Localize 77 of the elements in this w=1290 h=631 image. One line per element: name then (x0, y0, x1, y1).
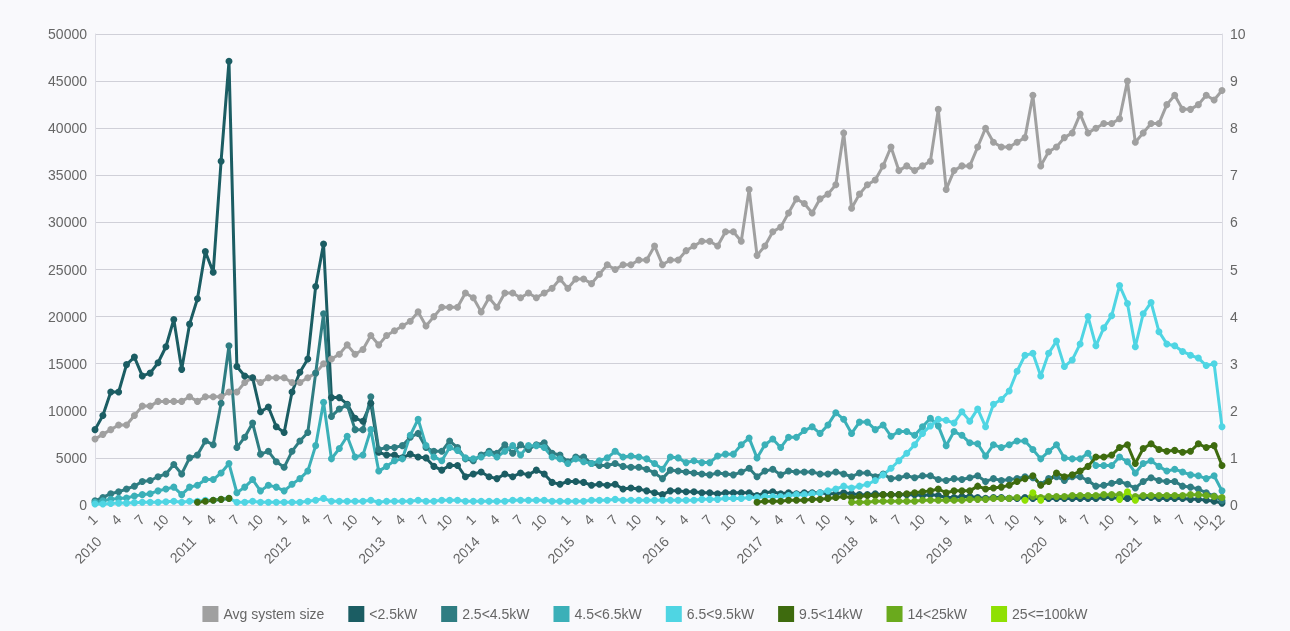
x-tick-label: 1 (83, 511, 101, 529)
y2-tick-label: 2 (1230, 402, 1238, 419)
x-tick-label: 10 (1095, 511, 1118, 534)
x-tick-label: 10 (716, 511, 740, 534)
x-tick-label: 7 (793, 511, 811, 529)
y-tick-label: 25000 (48, 261, 88, 278)
x-tick-label: 4 (107, 511, 125, 529)
x-tick-label: 4 (769, 511, 787, 529)
x-tick-label: 10 (905, 511, 929, 534)
legend-label: 25<=100kW (1012, 606, 1089, 622)
y-tick-label: 35000 (48, 167, 88, 184)
x-tick-label: 4 (391, 511, 409, 529)
x-tick-label: 10 (149, 511, 172, 534)
legend-label: Avg system size (223, 606, 325, 622)
x-tick-label: 7 (225, 511, 243, 529)
y-tick-label: 30000 (48, 214, 88, 231)
x-tick-label: 10 (811, 511, 834, 534)
y2-tick-label: 3 (1230, 355, 1238, 372)
x-tick-label: 7 (982, 511, 1000, 529)
x-tick-label: 1 (651, 511, 669, 529)
x-tick-label: 1 (367, 511, 385, 529)
x-tick-label: 7 (1076, 511, 1094, 529)
x-tick-label: 10 (1000, 511, 1023, 534)
y2-tick-label: 4 (1230, 308, 1238, 325)
y-tick-label: 0 (79, 497, 88, 513)
legend-label: 4.5<6.5kW (574, 606, 643, 622)
x-tick-label: 7 (320, 511, 338, 529)
y-tick-label: 20000 (48, 308, 88, 325)
x-tick-label: 7 (1171, 511, 1189, 529)
x-tick-label: 7 (509, 511, 527, 529)
x-tick-label: 10 (243, 511, 267, 534)
x-tick-label: 4 (1053, 511, 1071, 529)
x-tick-label: 4 (674, 511, 692, 529)
x-tick-label: 1 (840, 511, 858, 529)
x-tick-label: 10 (527, 511, 551, 534)
legend-label: <2.5kW (369, 606, 418, 622)
y2-tick-label: 0 (1230, 497, 1238, 513)
x-tick-label: 10 (432, 511, 456, 534)
legend-label: 6.5<9.5kW (686, 606, 755, 622)
x-tick-label: 7 (414, 511, 432, 529)
x-tick-label: 4 (580, 511, 598, 529)
x-tick-label: 7 (603, 511, 621, 529)
x-tick-label: 4 (202, 511, 220, 529)
x-tick-label: 7 (887, 511, 905, 529)
y-tick-label: 50000 (48, 26, 88, 42)
y-tick-label: 15000 (48, 355, 88, 372)
x-tick-label: 4 (958, 511, 976, 529)
y-tick-label: 45000 (48, 73, 88, 90)
legend-label: 2.5<4.5kW (462, 606, 531, 622)
x-tick-label: 4 (1147, 511, 1165, 529)
x-tick-label: 10 (622, 511, 645, 534)
y2-tick-label: 1 (1230, 449, 1238, 466)
x-tick-label: 1 (556, 511, 574, 529)
x-tick-label: 4 (485, 511, 503, 529)
x-tick-label: 1 (1124, 511, 1142, 529)
y2-tick-label: 6 (1230, 214, 1238, 231)
y2-tick-label: 5 (1230, 261, 1238, 278)
x-tick-label: 1 (935, 511, 952, 529)
x-tick-label: 1 (745, 511, 763, 529)
y2-tick-label: 7 (1230, 167, 1238, 184)
x-tick-label: 10 (338, 511, 361, 534)
y-tick-label: 5000 (55, 449, 88, 466)
x-tick-label: 4 (296, 511, 314, 529)
x-tick-label: 1 (1029, 511, 1047, 529)
x-tick-label: 7 (698, 511, 716, 529)
y2-tick-label: 10 (1230, 26, 1246, 42)
y-tick-label: 10000 (48, 402, 88, 419)
x-tick-label: 1 (272, 511, 290, 529)
y2-tick-label: 8 (1230, 120, 1238, 137)
legend-label: 14<25kW (907, 606, 968, 622)
x-tick-label: 7 (131, 511, 149, 529)
y2-tick-label: 9 (1230, 73, 1238, 90)
y-tick-label: 40000 (48, 120, 88, 137)
x-tick-label: 4 (864, 511, 882, 529)
x-tick-label: 1 (462, 511, 480, 529)
legend-label: 9.5<14kW (799, 606, 864, 622)
x-tick-label: 1 (178, 511, 196, 529)
